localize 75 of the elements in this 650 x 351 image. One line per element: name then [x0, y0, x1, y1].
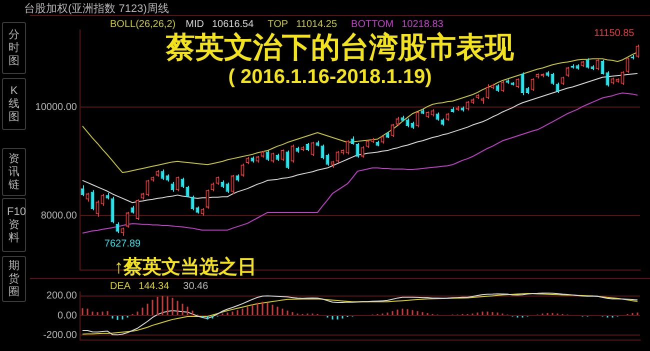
- candlestick: [116, 222, 120, 234]
- legend-title: BOLL(26,26,2): [110, 19, 176, 30]
- annotation: 10616.54: [212, 19, 254, 30]
- candlestick: [160, 169, 164, 180]
- candlestick: [190, 195, 194, 211]
- y-tick-label: 10000.00: [35, 102, 78, 113]
- candlestick: [636, 44, 640, 58]
- candlestick: [126, 211, 130, 228]
- candlestick: [240, 163, 244, 178]
- candlestick: [596, 58, 600, 71]
- text: 台股加权(亚洲指数 7123)周线: [24, 2, 169, 16]
- candlestick: [186, 185, 190, 198]
- text: MID: [186, 19, 204, 30]
- candlestick: [286, 150, 290, 170]
- candlestick: [390, 123, 394, 138]
- annotation: ↑蔡英文当选之日: [114, 256, 256, 280]
- candlestick: [310, 141, 314, 156]
- side-tab: 期货圈: [2, 256, 26, 302]
- candlestick: [520, 72, 524, 96]
- y-tick-label: 8000.00: [40, 210, 78, 222]
- candlestick: [566, 66, 570, 78]
- text: ( 2016.1.16-2018.1.19): [227, 66, 433, 89]
- annotation: 10218.83: [402, 19, 444, 30]
- side-tab: 分时图: [2, 22, 26, 74]
- candlestick: [620, 70, 624, 86]
- candlestick: [530, 78, 534, 92]
- candlestick: [626, 57, 630, 74]
- side-tab: 资讯链: [2, 148, 26, 196]
- candlestick: [486, 84, 490, 100]
- candlestick: [280, 148, 284, 162]
- candlestick: [90, 190, 94, 211]
- candlestick: [80, 184, 84, 197]
- side-tab: K线图: [2, 78, 26, 130]
- text: 30.46: [183, 281, 208, 292]
- y-tick-label: 200.00: [46, 290, 78, 302]
- candlestick: [466, 100, 470, 111]
- candlestick: [170, 182, 174, 192]
- candlestick: [550, 72, 554, 86]
- text: 144.34: [138, 281, 170, 292]
- text: BOTTOM: [351, 19, 394, 30]
- candlestick: [586, 58, 590, 70]
- side-tab: F10资料: [2, 198, 26, 252]
- candlestick: [270, 152, 274, 163]
- candlestick: [346, 140, 350, 155]
- candlestick: [290, 144, 294, 163]
- candlestick: [146, 179, 150, 197]
- text: TOP: [268, 19, 288, 30]
- chart-title: 蔡英文治下的台湾股市表现: [166, 32, 514, 64]
- candlestick: [136, 198, 140, 221]
- candlestick: [226, 182, 230, 194]
- candlestick: [180, 177, 184, 189]
- candlestick: [100, 193, 104, 206]
- candlestick: [600, 59, 604, 76]
- candlestick: [266, 150, 270, 162]
- candlestick: [500, 80, 504, 92]
- candlestick: [320, 144, 324, 160]
- candlestick: [336, 150, 340, 163]
- candlestick: [96, 200, 100, 218]
- candlestick: [176, 176, 180, 192]
- candlestick: [110, 196, 114, 224]
- candlestick: [516, 78, 520, 89]
- candlestick: [230, 174, 234, 194]
- y-tick-label: 0.00: [58, 310, 78, 322]
- candlestick: [326, 153, 330, 166]
- candlestick: [206, 189, 210, 210]
- candlestick: [556, 82, 560, 94]
- candlestick: [356, 142, 360, 158]
- candlestick: [416, 110, 420, 128]
- candlestick: [360, 146, 364, 158]
- text: DEA: [110, 281, 131, 292]
- annotation: 11014.25: [296, 19, 338, 30]
- y-tick-label: -200.00: [43, 330, 78, 341]
- annotation: 11150.85: [594, 28, 634, 39]
- candlestick: [606, 70, 610, 87]
- annotation: 7627.89: [104, 238, 142, 250]
